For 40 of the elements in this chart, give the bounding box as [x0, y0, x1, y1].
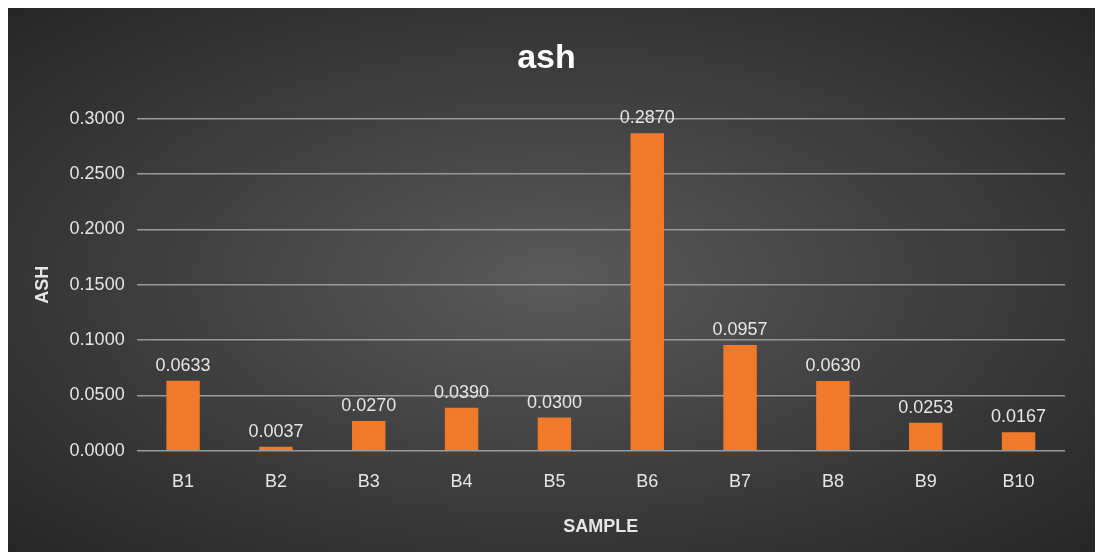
x-tick-label: B2	[264, 470, 287, 491]
data-label: 0.0270	[341, 394, 397, 415]
data-label: 0.0630	[805, 355, 861, 376]
data-label: 0.0957	[712, 318, 768, 339]
bar	[816, 381, 850, 451]
bar	[723, 344, 757, 451]
y-tick-label: 0.1000	[69, 329, 125, 350]
x-tick-label: B7	[729, 470, 752, 491]
y-tick-label: 0.2500	[69, 163, 125, 184]
x-tick-label: B6	[636, 470, 659, 491]
bar	[444, 407, 479, 451]
y-tick-label: 0.2000	[69, 218, 125, 239]
bar	[166, 380, 200, 451]
bar	[630, 133, 664, 451]
bar	[1001, 432, 1036, 451]
x-axis-title: SAMPLE	[563, 516, 639, 537]
bar	[259, 446, 293, 451]
y-tick-label: 0.0000	[69, 439, 125, 460]
chart-title: ash	[517, 36, 576, 75]
y-tick-label: 0.0500	[69, 384, 125, 405]
x-tick-label: B1	[172, 470, 195, 491]
data-label: 0.0633	[155, 354, 211, 375]
bar	[537, 417, 572, 451]
bar	[909, 422, 943, 451]
x-tick-label: B9	[914, 470, 937, 491]
y-tick-label: 0.3000	[69, 107, 125, 128]
y-tick-label: 0.1500	[69, 273, 125, 294]
data-label: 0.2870	[619, 107, 675, 128]
x-tick-label: B10	[1002, 470, 1035, 491]
x-tick-label: B3	[357, 470, 380, 491]
data-label: 0.0037	[248, 420, 304, 441]
x-tick-label: B5	[543, 470, 566, 491]
bar	[352, 420, 386, 451]
y-axis-title: ASH	[31, 265, 52, 304]
data-label: 0.0167	[991, 406, 1047, 427]
data-label: 0.0390	[434, 381, 490, 402]
data-label: 0.0300	[526, 391, 582, 412]
x-tick-label: B8	[821, 470, 844, 491]
data-label: 0.0253	[898, 396, 954, 417]
x-tick-label: B4	[450, 470, 473, 491]
